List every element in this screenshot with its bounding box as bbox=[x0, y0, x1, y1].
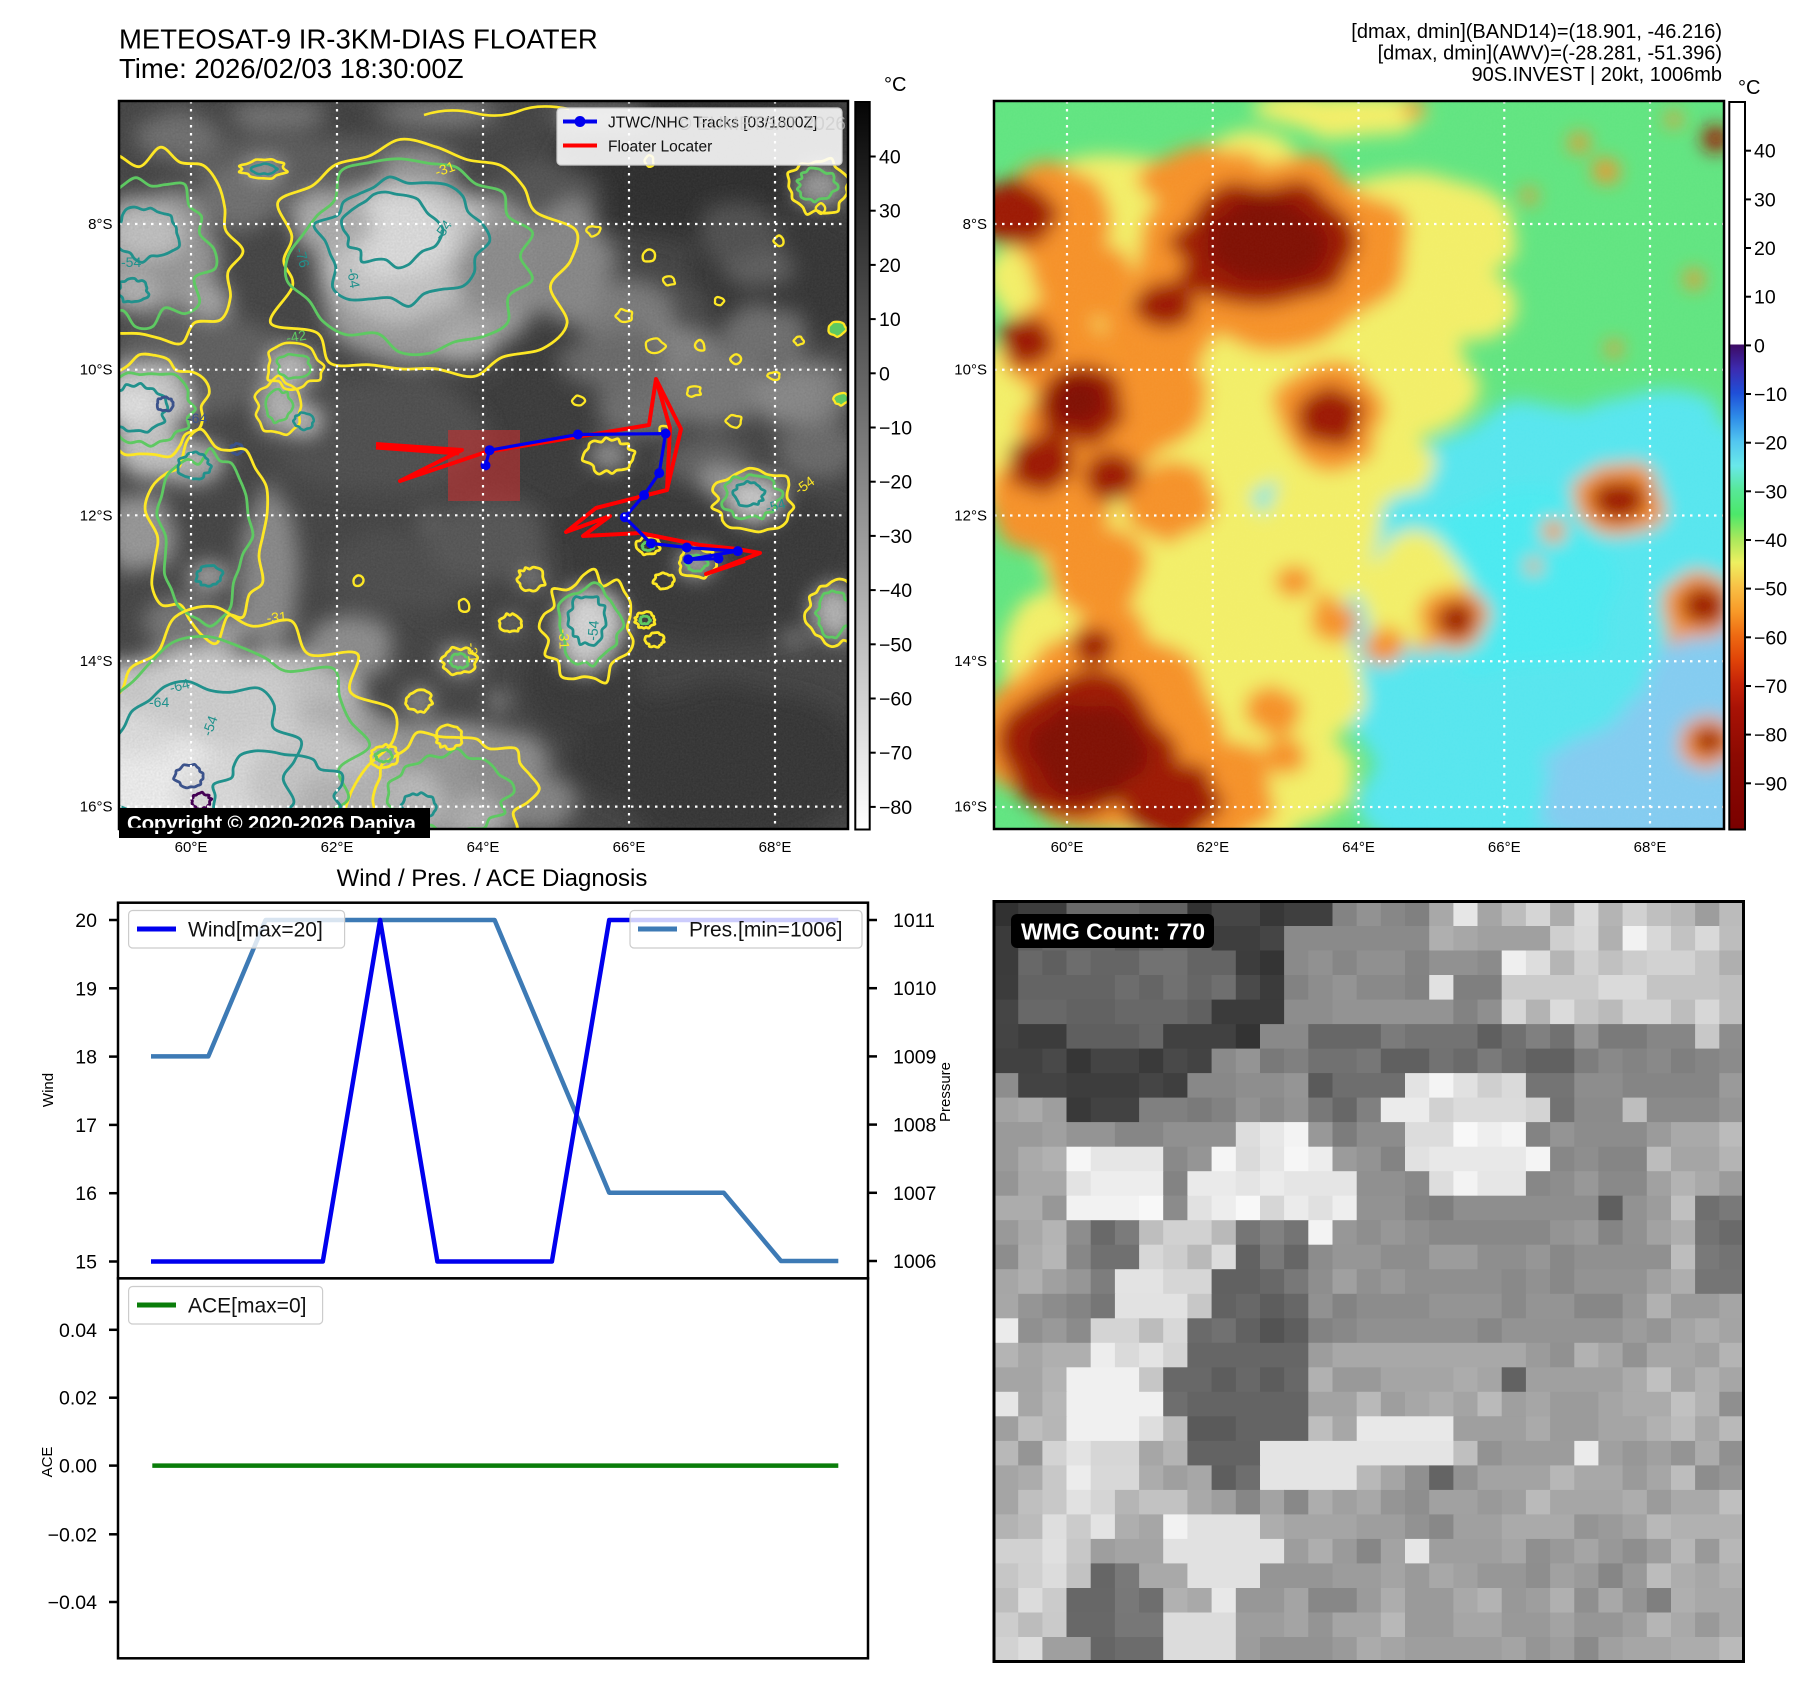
svg-text:−20: −20 bbox=[1754, 433, 1787, 455]
svg-text:8°S: 8°S bbox=[963, 216, 987, 233]
svg-text:68°E: 68°E bbox=[1634, 839, 1667, 856]
svg-text:40: 40 bbox=[1754, 141, 1776, 163]
svg-text:62°E: 62°E bbox=[1196, 839, 1229, 856]
svg-text:19: 19 bbox=[75, 978, 97, 1000]
svg-text:[dmax, dmin](BAND14)=(18.901,: [dmax, dmin](BAND14)=(18.901, -46.216) bbox=[1351, 21, 1722, 43]
svg-text:10°S: 10°S bbox=[954, 362, 987, 379]
svg-text:0.00: 0.00 bbox=[59, 1456, 97, 1478]
svg-text:17: 17 bbox=[75, 1115, 97, 1137]
svg-text:-54: -54 bbox=[199, 713, 221, 738]
svg-text:Floater Locater: Floater Locater bbox=[608, 139, 712, 156]
svg-text:-31: -31 bbox=[433, 158, 458, 180]
svg-text:−20: −20 bbox=[879, 472, 912, 494]
svg-text:14°S: 14°S bbox=[954, 653, 987, 670]
svg-text:16°S: 16°S bbox=[80, 799, 113, 816]
svg-text:© EUMETSAT 2026: © EUMETSAT 2026 bbox=[677, 114, 846, 135]
svg-text:-54: -54 bbox=[764, 495, 788, 516]
svg-text:Copyright © 2020-2026 Dapiya: Copyright © 2020-2026 Dapiya bbox=[127, 812, 416, 835]
svg-text:−80: −80 bbox=[879, 797, 912, 819]
svg-text:0: 0 bbox=[879, 363, 890, 385]
svg-text:−50: −50 bbox=[1754, 579, 1787, 601]
svg-text:−30: −30 bbox=[879, 526, 912, 548]
svg-text:-54: -54 bbox=[584, 619, 602, 641]
svg-text:66°E: 66°E bbox=[613, 839, 646, 856]
svg-text:15: 15 bbox=[75, 1252, 97, 1274]
svg-text:16: 16 bbox=[75, 1183, 97, 1205]
svg-text:10: 10 bbox=[879, 309, 901, 331]
svg-text:°C: °C bbox=[884, 74, 906, 96]
svg-text:−90: −90 bbox=[1754, 773, 1787, 795]
svg-text:16°S: 16°S bbox=[954, 799, 987, 816]
svg-text:20: 20 bbox=[1754, 238, 1776, 260]
svg-text:ACE: ACE bbox=[39, 1447, 56, 1478]
svg-text:-64: -64 bbox=[187, 410, 207, 426]
svg-text:Wind[max=20]: Wind[max=20] bbox=[188, 919, 323, 942]
svg-text:60°E: 60°E bbox=[175, 839, 208, 856]
svg-text:−0.02: −0.02 bbox=[48, 1524, 97, 1546]
svg-text:64°E: 64°E bbox=[467, 839, 500, 856]
svg-text:14°S: 14°S bbox=[80, 653, 113, 670]
svg-text:0.04: 0.04 bbox=[59, 1320, 97, 1342]
svg-text:20: 20 bbox=[75, 910, 97, 932]
svg-text:°C: °C bbox=[1738, 77, 1760, 99]
svg-text:−40: −40 bbox=[879, 580, 912, 602]
svg-text:1009: 1009 bbox=[893, 1046, 936, 1068]
svg-text:Pressure: Pressure bbox=[937, 1062, 954, 1122]
svg-text:62°E: 62°E bbox=[321, 839, 354, 856]
svg-text:1008: 1008 bbox=[893, 1115, 936, 1137]
svg-text:Time: 2026/02/03 18:30:00Z: Time: 2026/02/03 18:30:00Z bbox=[119, 53, 464, 84]
svg-text:−10: −10 bbox=[879, 418, 912, 440]
svg-text:-31: -31 bbox=[266, 608, 288, 626]
svg-text:12°S: 12°S bbox=[80, 507, 113, 524]
svg-text:60°E: 60°E bbox=[1051, 839, 1084, 856]
svg-text:68°E: 68°E bbox=[759, 839, 792, 856]
svg-text:−70: −70 bbox=[879, 743, 912, 765]
svg-text:64°E: 64°E bbox=[1342, 839, 1375, 856]
svg-text:−50: −50 bbox=[879, 634, 912, 656]
svg-text:ACE[max=0]: ACE[max=0] bbox=[188, 1295, 306, 1318]
svg-text:0: 0 bbox=[1754, 335, 1765, 357]
svg-text:[dmax, dmin](AWV)=(-28.281, -5: [dmax, dmin](AWV)=(-28.281, -51.396) bbox=[1378, 43, 1722, 65]
svg-text:-54: -54 bbox=[121, 254, 141, 270]
svg-text:-64: -64 bbox=[168, 675, 192, 696]
svg-text:-76: -76 bbox=[292, 246, 313, 270]
svg-text:1006: 1006 bbox=[893, 1251, 936, 1273]
svg-text:8°S: 8°S bbox=[88, 216, 112, 233]
svg-text:-64: -64 bbox=[149, 694, 169, 710]
svg-text:−70: −70 bbox=[1754, 676, 1787, 698]
svg-text:66°E: 66°E bbox=[1488, 839, 1521, 856]
svg-text:Pres.[min=1006]: Pres.[min=1006] bbox=[689, 919, 843, 942]
svg-text:10: 10 bbox=[1754, 287, 1776, 309]
svg-text:30: 30 bbox=[1754, 189, 1776, 211]
svg-text:1010: 1010 bbox=[893, 978, 937, 1000]
svg-text:METEOSAT-9 IR-3KM-DIAS FLOATER: METEOSAT-9 IR-3KM-DIAS FLOATER bbox=[119, 24, 598, 55]
svg-text:-31: -31 bbox=[556, 629, 573, 650]
svg-text:10°S: 10°S bbox=[80, 362, 113, 379]
svg-text:30: 30 bbox=[879, 201, 901, 223]
svg-text:−40: −40 bbox=[1754, 530, 1787, 552]
svg-text:1011: 1011 bbox=[893, 910, 935, 932]
svg-text:−80: −80 bbox=[1754, 725, 1787, 747]
svg-text:-64: -64 bbox=[344, 267, 363, 290]
svg-text:−30: −30 bbox=[1754, 481, 1787, 503]
svg-text:−0.04: −0.04 bbox=[48, 1592, 97, 1614]
svg-text:−10: −10 bbox=[1754, 384, 1787, 406]
svg-text:-31: -31 bbox=[464, 642, 482, 664]
svg-text:Wind / Pres. / ACE Diagnosis: Wind / Pres. / ACE Diagnosis bbox=[337, 865, 648, 892]
svg-text:1007: 1007 bbox=[893, 1183, 936, 1205]
svg-text:−60: −60 bbox=[879, 689, 912, 711]
svg-text:40: 40 bbox=[879, 147, 901, 169]
svg-text:JTWC/NHC Tracks [03/1800Z]: JTWC/NHC Tracks [03/1800Z] bbox=[608, 115, 817, 132]
svg-text:90S.INVEST | 20kt, 1006mb: 90S.INVEST | 20kt, 1006mb bbox=[1471, 64, 1722, 86]
svg-text:−60: −60 bbox=[1754, 627, 1787, 649]
svg-text:12°S: 12°S bbox=[954, 507, 987, 524]
svg-text:18: 18 bbox=[75, 1047, 97, 1069]
svg-text:0.02: 0.02 bbox=[59, 1388, 97, 1410]
svg-text:Wind: Wind bbox=[40, 1073, 57, 1107]
svg-text:WMG Count: 770: WMG Count: 770 bbox=[1021, 919, 1205, 945]
svg-text:20: 20 bbox=[879, 255, 901, 277]
svg-text:-42: -42 bbox=[285, 327, 308, 346]
